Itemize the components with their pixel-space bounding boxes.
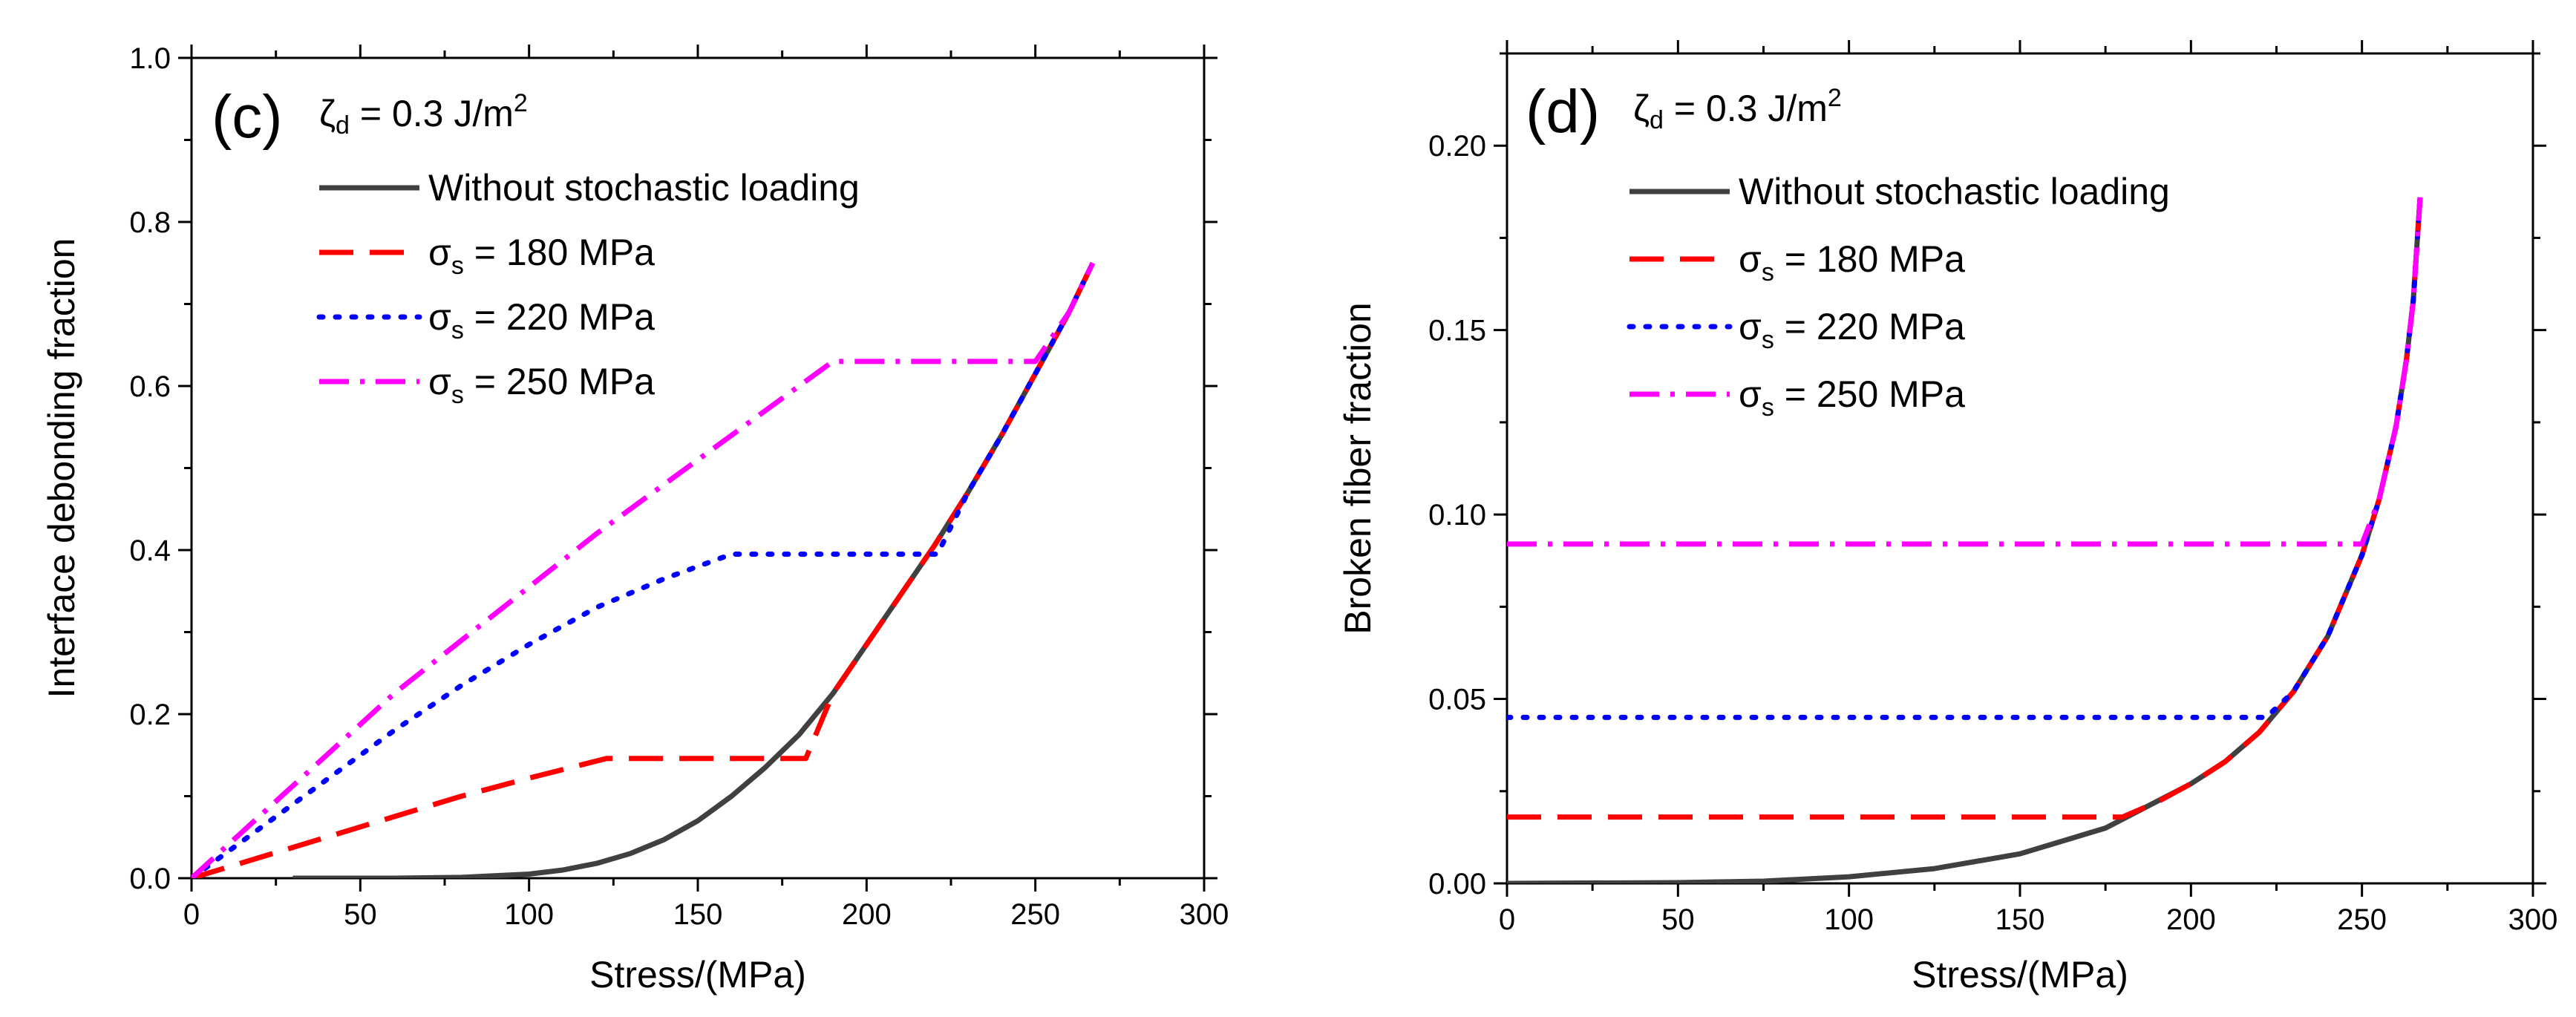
legend-value: = 220 MPa bbox=[1774, 306, 1965, 347]
legend-subscript: s bbox=[1762, 393, 1774, 422]
legend-label-0: Without stochastic loading bbox=[428, 167, 860, 209]
parameter-value: = 0.3 J/m bbox=[350, 93, 514, 134]
parameter-annotation: ζd = 0.3 J/m2 bbox=[1633, 84, 1842, 134]
panel-label: (c) bbox=[212, 83, 283, 151]
x-tick-label: 300 bbox=[2508, 903, 2558, 936]
y-tick-label: 0.6 bbox=[129, 370, 171, 403]
x-tick-label: 0 bbox=[1499, 903, 1515, 936]
legend-value: = 250 MPa bbox=[1774, 373, 1965, 415]
series-line-2 bbox=[1507, 194, 2423, 720]
x-axis-title: Stress/(MPa) bbox=[589, 954, 806, 995]
legend-label-1: σs = 180 MPa bbox=[1739, 238, 1965, 287]
parameter-annotation: ζd = 0.3 J/m2 bbox=[319, 89, 528, 140]
y-tick-label: 0.8 bbox=[129, 206, 171, 239]
x-tick-label: 300 bbox=[1180, 898, 1229, 931]
panel-c: 0 50 100 150 200 250 300 0.0 0.2 0.4 0.6 0.8 1.0 Stre… bbox=[41, 42, 1229, 995]
legend-label-2: σs = 220 MPa bbox=[428, 296, 655, 344]
legend-symbol: σ bbox=[1739, 306, 1762, 347]
legend-label-0: Without stochastic loading bbox=[1739, 171, 2170, 212]
x-tick-label: 250 bbox=[2337, 903, 2387, 936]
y-tick-label: 1.0 bbox=[129, 42, 171, 75]
x-tick-label: 100 bbox=[1824, 903, 1874, 936]
legend-label-2: σs = 220 MPa bbox=[1739, 306, 1965, 354]
legend-symbol: σ bbox=[428, 361, 451, 402]
legend-label-3: σs = 250 MPa bbox=[1739, 373, 1965, 422]
y-tick-label: 0.4 bbox=[129, 534, 171, 567]
legend-subscript: s bbox=[1762, 258, 1774, 287]
y-tick-label: 0.20 bbox=[1428, 130, 1486, 163]
parameter-subscript: d bbox=[1650, 106, 1664, 134]
series-line-2 bbox=[192, 260, 1096, 878]
parameter-subscript: d bbox=[336, 111, 350, 140]
y-axis-title: Broken fiber fraction bbox=[1337, 302, 1379, 634]
legend-value: = 250 MPa bbox=[464, 361, 655, 402]
x-axis-title: Stress/(MPa) bbox=[1912, 954, 2128, 995]
legend-label-1: σs = 180 MPa bbox=[428, 232, 655, 280]
legend-value: = 180 MPa bbox=[1774, 238, 1965, 280]
parameter-superscript: 2 bbox=[1828, 84, 1842, 112]
y-tick-label: 0.15 bbox=[1428, 315, 1486, 347]
x-tick-label: 150 bbox=[1995, 903, 2045, 936]
y-tick-label: 0.10 bbox=[1428, 499, 1486, 532]
series-line-0 bbox=[1507, 197, 2423, 883]
x-tick-label: 50 bbox=[344, 898, 377, 931]
x-tick-label: 200 bbox=[842, 898, 892, 931]
x-tick-label: 50 bbox=[1661, 903, 1695, 936]
parameter-superscript: 2 bbox=[514, 89, 528, 117]
legend-value: = 220 MPa bbox=[464, 296, 655, 338]
y-tick-label: 0.00 bbox=[1428, 868, 1486, 900]
legend-symbol: σ bbox=[428, 296, 451, 338]
y-tick-label: 0.05 bbox=[1428, 684, 1486, 716]
legend-symbol: σ bbox=[1739, 373, 1762, 415]
parameter-value: = 0.3 J/m bbox=[1664, 88, 1828, 129]
y-tick-label: 0.2 bbox=[129, 699, 171, 731]
legend-subscript: s bbox=[1762, 326, 1774, 354]
y-tick-label: 0.0 bbox=[129, 863, 171, 895]
legend-value: = 180 MPa bbox=[464, 232, 655, 273]
parameter-symbol: ζ bbox=[319, 93, 336, 134]
series-line-3 bbox=[192, 261, 1096, 878]
legend-symbol: σ bbox=[1739, 238, 1762, 280]
panel-label: (d) bbox=[1526, 78, 1600, 145]
parameter-symbol: ζ bbox=[1633, 88, 1650, 129]
x-tick-label: 150 bbox=[673, 898, 723, 931]
x-tick-label: 200 bbox=[2166, 903, 2216, 936]
legend-subscript: s bbox=[451, 316, 464, 344]
series-line-1 bbox=[192, 261, 1096, 878]
x-tick-label: 250 bbox=[1010, 898, 1060, 931]
x-tick-label: 100 bbox=[504, 898, 554, 931]
legend-subscript: s bbox=[451, 381, 464, 409]
series-line-1 bbox=[1507, 197, 2423, 820]
y-axis-title: Interface debonding fraction bbox=[41, 238, 82, 699]
x-tick-label: 0 bbox=[183, 898, 200, 931]
legend-symbol: σ bbox=[428, 232, 451, 273]
series-line-3 bbox=[1507, 197, 2423, 547]
panel-d: 0 50 100 150 200 250 300 0.00 0.05 0.10 0.15 0.20 St… bbox=[1337, 40, 2557, 995]
legend-subscript: s bbox=[451, 252, 464, 280]
legend-label-3: σs = 250 MPa bbox=[428, 361, 655, 409]
